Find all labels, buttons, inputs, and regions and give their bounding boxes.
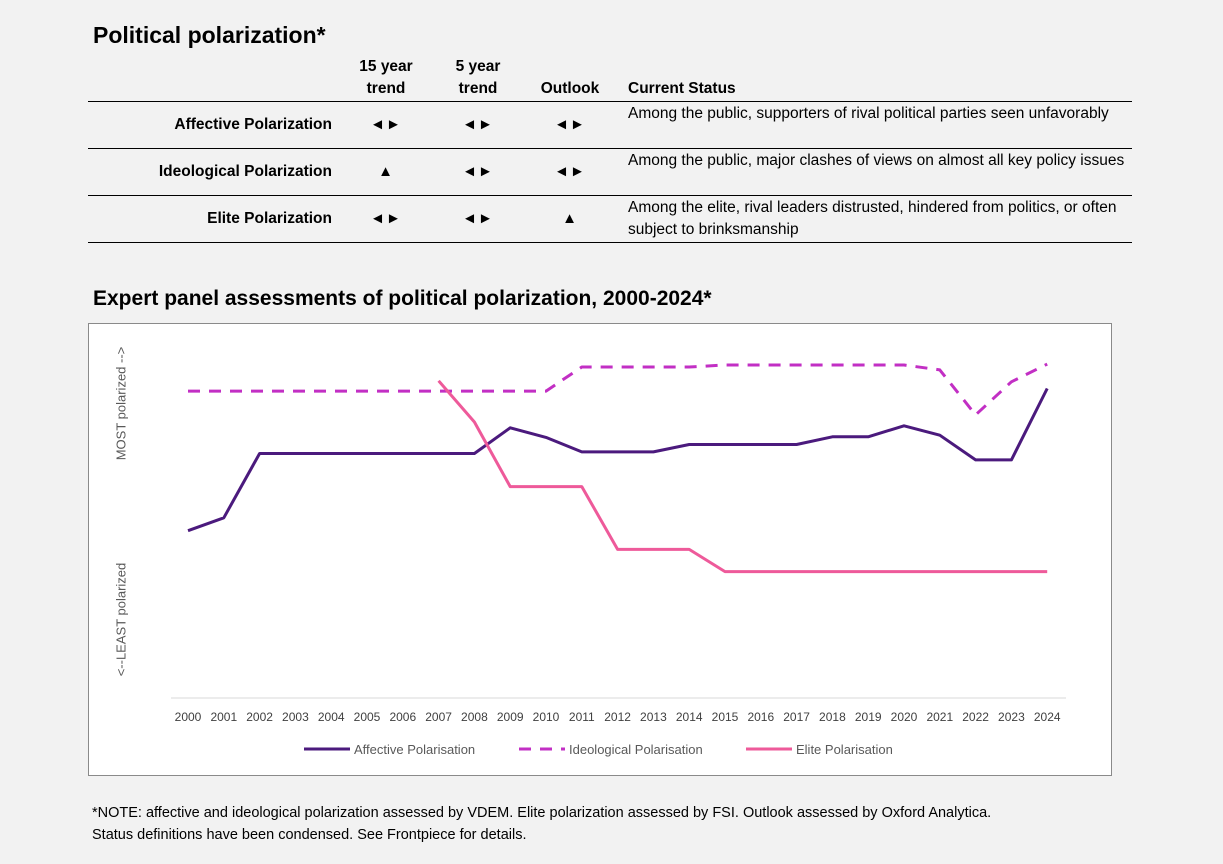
chart-container: MOST polarized --> <--LEAST polarized 20…	[88, 323, 1112, 776]
trend15-symbol: ◄►	[340, 195, 432, 243]
x-tick-label: 2024	[1034, 710, 1061, 724]
row-label: Affective Polarization	[88, 101, 340, 149]
x-tick-label: 2020	[891, 710, 918, 724]
trend15-symbol: ▲	[340, 148, 432, 196]
table-header-row: 15 year trend 5 year trend Outlook Curre…	[88, 56, 1132, 102]
header-outlook: Outlook	[524, 56, 616, 102]
series-line-affective-polarisation	[187, 387, 1049, 533]
x-tick-label: 2023	[998, 710, 1025, 724]
x-tick-label: 2012	[604, 710, 631, 724]
x-tick-label: 2011	[569, 710, 595, 724]
trend5-symbol: ◄►	[432, 101, 524, 149]
x-tick-label: 2003	[282, 710, 309, 724]
x-tick-label: 2010	[533, 710, 560, 724]
series-line-elite-polarisation	[437, 379, 1048, 574]
row-label: Ideological Polarization	[88, 148, 340, 196]
x-tick-label: 2017	[783, 710, 810, 724]
line-chart: 2000 2001 2002 2003 2004 2005 2006 2007 2008 2009…	[171, 362, 1066, 757]
header-5-year-trend: 5 year trend	[432, 56, 524, 102]
series-line-ideological-polarisation	[188, 362, 1048, 417]
outlook-symbol: ◄►	[524, 148, 616, 196]
table-row: Elite Polarization ◄► ◄► ▲ Among the eli…	[88, 195, 1132, 243]
x-tick-label: 2004	[318, 710, 345, 724]
x-tick-label: 2009	[497, 710, 524, 724]
trend5-symbol: ◄►	[432, 195, 524, 243]
table-row: Affective Polarization ◄► ◄► ◄► Among th…	[88, 101, 1132, 149]
header-blank	[88, 56, 340, 102]
trend15-symbol: ◄►	[340, 101, 432, 149]
x-tick-label: 2015	[712, 710, 739, 724]
header-current-status: Current Status	[616, 56, 1132, 102]
polarization-status-table: 15 year trend 5 year trend Outlook Curre…	[88, 56, 1132, 243]
x-tick-label: 2000	[175, 710, 202, 724]
x-tick-label: 2008	[461, 710, 488, 724]
current-status-text: Among the public, major clashes of views…	[616, 148, 1132, 196]
footnote-line: *NOTE: affective and ideological polariz…	[92, 805, 992, 821]
header-15-year-trend: 15 year trend	[340, 56, 432, 102]
legend-label: Affective Polarisation	[354, 742, 475, 757]
x-tick-label: 2018	[819, 710, 846, 724]
x-tick-label: 2016	[747, 710, 774, 724]
page-title: Political polarization*	[93, 22, 326, 48]
x-tick-label: 2014	[676, 710, 703, 724]
legend-label: Ideological Polarisation	[569, 742, 703, 757]
legend-label: Elite Polarisation	[796, 742, 893, 757]
table-row: Ideological Polarization ▲ ◄► ◄► Among t…	[88, 148, 1132, 196]
x-tick-label: 2006	[389, 710, 416, 724]
current-status-text: Among the elite, rival leaders distruste…	[616, 195, 1132, 243]
x-tick-label: 2007	[425, 710, 452, 724]
row-label: Elite Polarization	[88, 195, 340, 243]
x-tick-label: 2013	[640, 710, 667, 724]
trend5-symbol: ◄►	[432, 148, 524, 196]
x-tick-label: 2002	[246, 710, 273, 724]
footnote: *NOTE: affective and ideological polariz…	[92, 802, 1102, 846]
x-tick-label: 2005	[354, 710, 381, 724]
x-tick-label: 2021	[926, 710, 953, 724]
x-tick-label: 2022	[962, 710, 989, 724]
x-tick-label: 2019	[855, 710, 882, 724]
x-tick-label: 2001	[210, 710, 237, 724]
outlook-symbol: ▲	[524, 195, 616, 243]
outlook-symbol: ◄►	[524, 101, 616, 149]
chart-title: Expert panel assessments of political po…	[93, 287, 712, 310]
current-status-text: Among the public, supporters of rival po…	[616, 101, 1132, 149]
footnote-line: Status definitions have been condensed. …	[92, 827, 527, 843]
